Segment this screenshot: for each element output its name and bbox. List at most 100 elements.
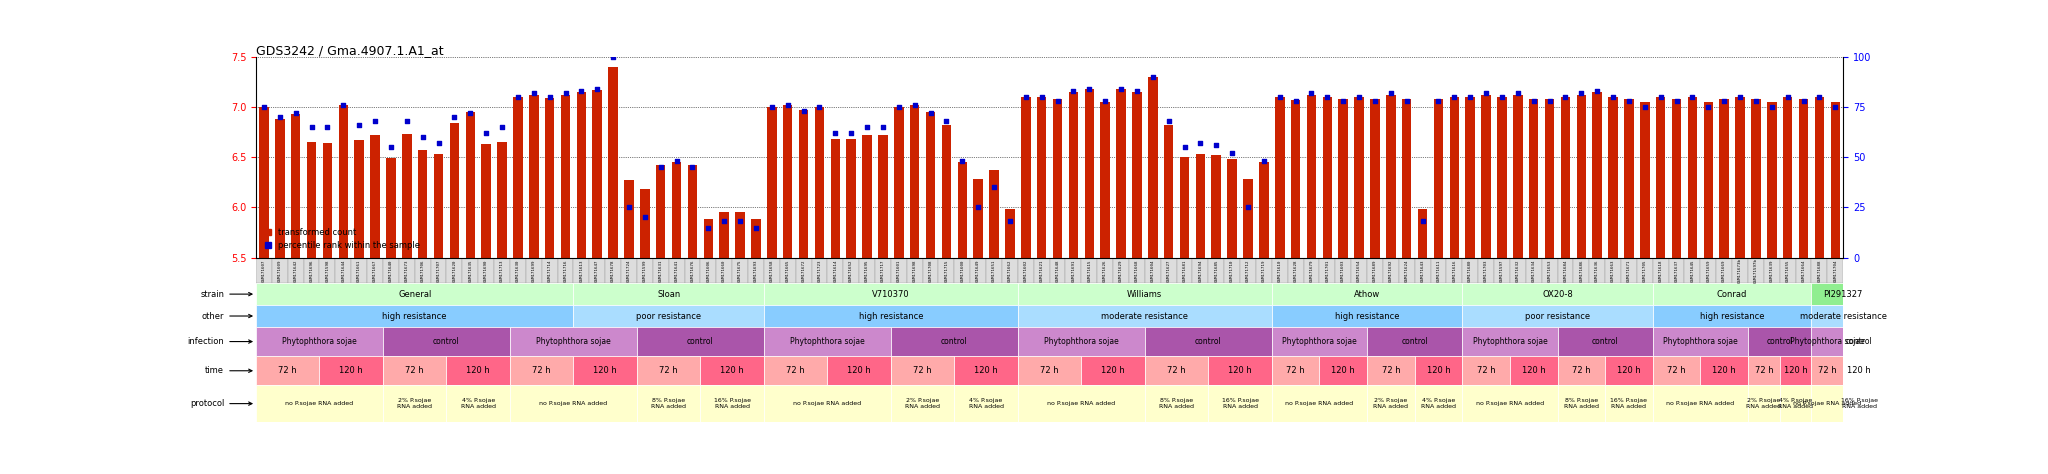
FancyBboxPatch shape	[526, 258, 541, 283]
Bar	[989, 170, 999, 258]
FancyBboxPatch shape	[1812, 385, 1843, 422]
Point	[946, 157, 979, 165]
Bar	[1212, 155, 1221, 258]
FancyBboxPatch shape	[446, 258, 463, 283]
FancyBboxPatch shape	[1669, 258, 1683, 283]
FancyBboxPatch shape	[733, 258, 748, 283]
FancyBboxPatch shape	[446, 356, 510, 385]
FancyBboxPatch shape	[1636, 258, 1653, 283]
Point	[1755, 103, 1788, 111]
Bar	[1386, 95, 1395, 258]
FancyBboxPatch shape	[1208, 385, 1272, 422]
Point	[866, 123, 899, 131]
Text: 120 h: 120 h	[1102, 366, 1124, 375]
Text: GSM171686: GSM171686	[1579, 259, 1583, 282]
FancyBboxPatch shape	[383, 327, 510, 356]
FancyBboxPatch shape	[637, 356, 700, 385]
FancyBboxPatch shape	[352, 258, 367, 283]
FancyBboxPatch shape	[764, 305, 1018, 327]
FancyBboxPatch shape	[1733, 258, 1749, 283]
Text: GSM171693: GSM171693	[754, 259, 758, 282]
Text: 120 h: 120 h	[1331, 366, 1356, 375]
Bar	[561, 95, 569, 258]
Text: 16% P.sojae
RNA added: 16% P.sojae RNA added	[1221, 398, 1260, 409]
FancyBboxPatch shape	[1272, 283, 1462, 305]
FancyBboxPatch shape	[573, 283, 764, 305]
FancyBboxPatch shape	[1415, 356, 1462, 385]
Text: GSM171672: GSM171672	[801, 259, 805, 282]
Text: GSM171615: GSM171615	[1087, 259, 1092, 282]
Bar	[1798, 99, 1808, 258]
FancyBboxPatch shape	[1495, 258, 1509, 283]
Text: 16% P.sojae
RNA added: 16% P.sojae RNA added	[1841, 398, 1878, 409]
Bar	[498, 142, 506, 258]
Text: no P.sojae RNA added: no P.sojae RNA added	[793, 401, 862, 406]
Text: GSM171637: GSM171637	[1675, 259, 1679, 282]
Point	[1104, 85, 1137, 93]
Point	[406, 133, 438, 141]
FancyBboxPatch shape	[954, 258, 971, 283]
Text: 72 h: 72 h	[406, 366, 424, 375]
Bar	[1497, 97, 1507, 258]
FancyBboxPatch shape	[256, 385, 383, 422]
Point	[739, 224, 772, 231]
FancyBboxPatch shape	[1559, 385, 1606, 422]
FancyBboxPatch shape	[1255, 258, 1272, 283]
FancyBboxPatch shape	[1001, 258, 1018, 283]
Bar	[1530, 99, 1538, 258]
Text: Phytophthora sojae: Phytophthora sojae	[791, 337, 864, 346]
Bar	[879, 135, 887, 258]
Bar	[1657, 97, 1665, 258]
Text: Phytophthora sojae: Phytophthora sojae	[1473, 337, 1546, 346]
FancyBboxPatch shape	[1208, 356, 1272, 385]
Bar	[641, 190, 649, 258]
Text: 120 h: 120 h	[1427, 366, 1450, 375]
Text: GSM171698: GSM171698	[913, 259, 918, 282]
Point	[1612, 97, 1645, 105]
Bar	[1053, 99, 1063, 258]
Point	[1167, 144, 1200, 151]
FancyBboxPatch shape	[367, 258, 383, 283]
FancyBboxPatch shape	[764, 385, 891, 422]
Text: 16% P.sojae
RNA added: 16% P.sojae RNA added	[713, 398, 752, 409]
Bar	[719, 212, 729, 258]
Point	[1407, 218, 1440, 225]
FancyBboxPatch shape	[1319, 258, 1335, 283]
FancyBboxPatch shape	[1606, 258, 1622, 283]
Bar	[1133, 92, 1141, 258]
FancyBboxPatch shape	[1606, 356, 1653, 385]
Text: GSM171636: GSM171636	[1595, 259, 1599, 282]
FancyBboxPatch shape	[1559, 258, 1573, 283]
Text: OX20-8: OX20-8	[1542, 290, 1573, 299]
Point	[899, 101, 932, 109]
Text: no P.sojae RNA added: no P.sojae RNA added	[285, 401, 354, 406]
Bar	[1196, 154, 1204, 258]
FancyBboxPatch shape	[1018, 385, 1145, 422]
FancyBboxPatch shape	[1161, 258, 1176, 283]
Text: high resistance: high resistance	[383, 311, 446, 320]
Text: GSM171635: GSM171635	[469, 259, 473, 282]
FancyBboxPatch shape	[430, 258, 446, 283]
FancyBboxPatch shape	[1462, 327, 1559, 356]
Text: GSM171598: GSM171598	[326, 259, 330, 282]
Text: 120 h: 120 h	[975, 366, 997, 375]
FancyBboxPatch shape	[1653, 283, 1812, 305]
Bar	[1434, 99, 1444, 258]
Text: no P.sojae RNA added: no P.sojae RNA added	[1286, 401, 1354, 406]
Text: 2% P.sojae
RNA added: 2% P.sojae RNA added	[397, 398, 432, 409]
Text: GSM171620: GSM171620	[453, 259, 457, 282]
FancyBboxPatch shape	[700, 385, 764, 422]
FancyBboxPatch shape	[1749, 258, 1763, 283]
Point	[565, 87, 598, 95]
FancyBboxPatch shape	[590, 258, 606, 283]
Text: GSM171708: GSM171708	[928, 259, 932, 282]
Text: GSM171717: GSM171717	[881, 259, 885, 282]
Point	[422, 139, 455, 147]
Text: GSM171630: GSM171630	[516, 259, 520, 282]
Text: 2% P.sojae
RNA added: 2% P.sojae RNA added	[1374, 398, 1409, 409]
Text: GSM171704: GSM171704	[1833, 259, 1837, 282]
Point	[502, 93, 535, 101]
Text: GSM171684: GSM171684	[1563, 259, 1567, 282]
Text: 120 h: 120 h	[1847, 366, 1872, 375]
Bar	[274, 119, 285, 258]
